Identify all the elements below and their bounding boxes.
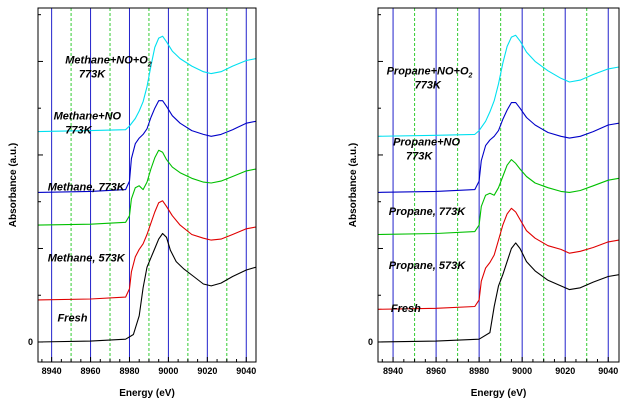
y-tick-label-0: 0 xyxy=(368,337,373,347)
series-annotation-6: Fresh xyxy=(391,303,421,315)
x-tick-label-1: 8960 xyxy=(81,366,101,376)
series-line-0 xyxy=(378,242,619,343)
x-tick-label-1: 8960 xyxy=(426,366,446,376)
series-line-1 xyxy=(378,207,619,310)
y-tick-label-0: 0 xyxy=(28,337,33,347)
x-tick-label-3: 9000 xyxy=(158,366,178,376)
left-panel-methane: 8940 8960 8980 9000 9020 9040 0 Energy (eV) Abso… xyxy=(8,7,257,399)
series-annotation-2: Methane+NO xyxy=(54,110,122,122)
series-annotation-1: 773K xyxy=(415,80,442,92)
x-tick-label-0: 8940 xyxy=(383,366,403,376)
plot-frame xyxy=(377,7,620,363)
x-tick-label-0: 8940 xyxy=(42,366,62,376)
right-panel-propane: 8940 8960 8980 9000 9020 9040 0 Energy (eV) Abso… xyxy=(348,7,620,399)
series-annotation-6: Fresh xyxy=(57,312,87,324)
x-tick-label-5: 9040 xyxy=(236,366,256,376)
series-line-2 xyxy=(378,159,619,236)
series-line-0 xyxy=(38,232,256,343)
series-annotation-0: Propane+NO+O2 xyxy=(387,66,473,80)
plot-frame xyxy=(37,7,257,363)
y-axis-title: Absorbance (a.u.) xyxy=(8,143,19,227)
x-tick-label-2: 8980 xyxy=(119,366,139,376)
series-line-1 xyxy=(38,200,256,301)
series-annotation-3: 773K xyxy=(406,151,433,163)
x-tick-label-5: 9040 xyxy=(598,366,618,376)
y-axis-title: Absorbance (a.u.) xyxy=(348,143,359,227)
series-annotation-1: 773K xyxy=(79,68,106,80)
series-line-4 xyxy=(378,34,619,137)
series-annotation-3: 773K xyxy=(65,124,92,136)
x-tick-label-3: 9000 xyxy=(512,366,532,376)
series-line-4 xyxy=(38,35,256,133)
series-annotation-5: Methane, 573K xyxy=(48,253,126,265)
x-axis-title: Energy (eV) xyxy=(471,388,527,399)
x-axis-title: Energy (eV) xyxy=(119,388,175,399)
series-line-3 xyxy=(378,102,619,193)
series-annotation-5: Propane, 573K xyxy=(389,260,466,272)
series-annotation-4: Methane, 773K xyxy=(48,181,126,193)
x-tick-label-4: 9020 xyxy=(555,366,575,376)
series-line-3 xyxy=(38,100,256,193)
series-annotation-4: Propane, 773K xyxy=(389,206,466,218)
series-line-2 xyxy=(38,149,256,226)
series-annotation-2: Propane+NO xyxy=(393,137,460,149)
series-annotation-0: Methane+NO+O2 xyxy=(65,54,152,68)
x-tick-label-4: 9020 xyxy=(197,366,217,376)
x-tick-label-2: 8980 xyxy=(469,366,489,376)
